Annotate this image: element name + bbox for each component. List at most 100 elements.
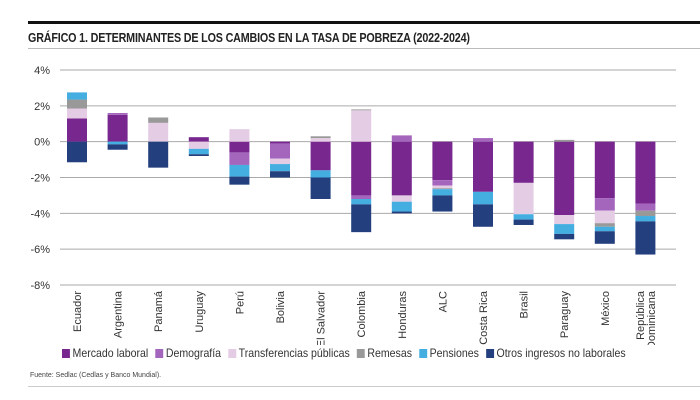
bar-segment-pensiones: [67, 92, 87, 100]
legend-item: Transferencias públicas: [228, 346, 350, 360]
legend-item: Demografía: [155, 346, 221, 360]
source-note: Fuente: Sedlac (Cedlas y Banco Mundial).: [30, 372, 162, 379]
bar-segment-transferencias-públicas: [554, 215, 575, 225]
bar-segment-remesas: [594, 223, 615, 227]
legend-item: Remesas: [356, 346, 412, 360]
legend-swatch: [356, 348, 365, 358]
bar-segment-pensiones: [513, 214, 534, 220]
bar-segment-mercado-laboral: [391, 141, 412, 196]
bar-segment-otros-ingresos-no-laborales: [351, 204, 372, 233]
bar-segment-otros-ingresos-no-laborales: [270, 171, 290, 178]
bar-segment-pensiones: [229, 164, 250, 177]
legend-label: Mercado laboral: [72, 346, 149, 360]
bar-segment-demografía: [351, 195, 372, 199]
bar-segment-pensiones: [107, 141, 128, 145]
legend-label: Demografía: [165, 346, 222, 360]
legend-swatch: [62, 348, 70, 358]
legend-swatch: [485, 348, 494, 358]
x-tick-label: Costa Rica: [478, 290, 490, 345]
bar-segment-otros-ingresos-no-laborales: [229, 176, 250, 185]
bar-segment-mercado-laboral: [107, 114, 128, 142]
x-tick-label: ALC: [437, 291, 449, 312]
legend-label: Remesas: [367, 346, 412, 360]
bar-segment-pensiones: [188, 148, 209, 155]
bar-segment-transferencias-públicas: [188, 141, 209, 149]
bar-segment-mercado-laboral: [270, 141, 290, 144]
bar-segment-mercado-laboral: [513, 141, 534, 183]
bar-segment-mercado-laboral: [351, 141, 372, 196]
bar-segment-mercado-laboral: [554, 141, 575, 216]
bar-segment-transferencias-públicas: [148, 122, 169, 142]
y-tick-label: 2%: [34, 101, 50, 113]
bar-segment-mercado-laboral: [188, 137, 209, 142]
bar-segment-otros-ingresos-no-laborales: [188, 154, 209, 156]
x-tick-label: Perú: [234, 291, 246, 314]
bar-segment-otros-ingresos-no-laborales: [107, 144, 128, 150]
bar-segment-otros-ingresos-no-laborales: [310, 177, 331, 199]
legend-swatch: [155, 348, 164, 358]
bar-segment-transferencias-públicas: [594, 210, 615, 224]
bar-segment-demografía: [635, 203, 656, 211]
y-tick-label: -8%: [30, 280, 50, 292]
bar-segment-transferencias-públicas: [229, 129, 250, 142]
x-tick-label: República: [635, 290, 647, 340]
bar-segment-remesas: [148, 117, 169, 123]
x-tick-label: Brasil: [519, 291, 531, 319]
bar-segment-remesas: [351, 109, 372, 111]
x-tick-label: Argentina: [113, 290, 125, 338]
bar-segment-otros-ingresos-no-laborales: [148, 141, 169, 168]
bar-segment-demografía: [391, 135, 412, 142]
bar-segment-pensiones: [594, 226, 615, 232]
bar-segment-pensiones: [351, 199, 372, 205]
bar-segment-remesas: [635, 210, 656, 217]
x-tick-label: Panamá: [153, 290, 165, 332]
x-tick-label: Ecuador: [72, 291, 84, 332]
x-tick-label: Paraguay: [559, 291, 571, 339]
bar-segment-demografía: [594, 198, 615, 211]
legend-swatch: [228, 348, 237, 358]
y-tick-label: -6%: [30, 244, 50, 256]
bottom-rule: [28, 386, 700, 387]
bar-segment-mercado-laboral: [594, 141, 615, 199]
bar-segment-otros-ingresos-no-laborales: [67, 141, 87, 163]
x-tick-label: Bolivia: [275, 290, 287, 323]
y-tick-label: -4%: [30, 208, 50, 220]
bar-segment-transferencias-públicas: [310, 138, 331, 142]
bar-segment-transferencias-públicas: [67, 108, 87, 119]
bar-segment-otros-ingresos-no-laborales: [594, 231, 615, 244]
bar-segment-mercado-laboral: [229, 141, 250, 153]
bar-segment-demografía: [107, 113, 128, 115]
bar-segment-demografía: [473, 138, 493, 142]
legend: Mercado laboral Demografía Transferencias …: [62, 346, 626, 360]
bar-segment-otros-ingresos-no-laborales: [432, 195, 453, 212]
bar-segment-pensiones: [473, 191, 493, 205]
legend-label: Pensiones: [429, 346, 479, 360]
bar-segment-transferencias-públicas: [270, 158, 290, 165]
bar-segment-pensiones: [635, 216, 656, 222]
bar-segment-mercado-laboral: [432, 141, 453, 181]
x-tick-label: Uruguay: [194, 291, 206, 333]
bar-segment-remesas: [432, 188, 453, 190]
legend-item: Mercado laboral: [62, 346, 148, 360]
legend-swatch: [419, 348, 427, 358]
bar-segment-remesas: [554, 139, 575, 142]
y-tick-label: -2%: [30, 173, 50, 185]
x-tick-label: México: [600, 291, 612, 326]
bar-segment-mercado-laboral: [310, 141, 331, 171]
legend-label: Otros ingresos no laborales: [496, 346, 626, 360]
y-tick-label: 4%: [34, 65, 50, 77]
bar-segment-otros-ingresos-no-laborales: [473, 204, 493, 227]
bar-segment-pensiones: [391, 201, 412, 212]
bar-segment-mercado-laboral: [635, 141, 656, 204]
bar-segment-remesas: [67, 99, 87, 109]
bar-segment-remesas: [310, 136, 331, 139]
bar-segment-otros-ingresos-no-laborales: [635, 221, 656, 255]
x-tick-label: Honduras: [397, 291, 409, 339]
bar-segment-demografía: [432, 180, 453, 186]
x-tick-label: Dominicana: [646, 290, 658, 345]
bar-segment-pensiones: [310, 170, 331, 178]
bar-segment-transferencias-públicas: [513, 182, 534, 215]
x-tick-label: El Salvador: [316, 291, 328, 345]
bar-segment-transferencias-públicas: [351, 110, 372, 142]
